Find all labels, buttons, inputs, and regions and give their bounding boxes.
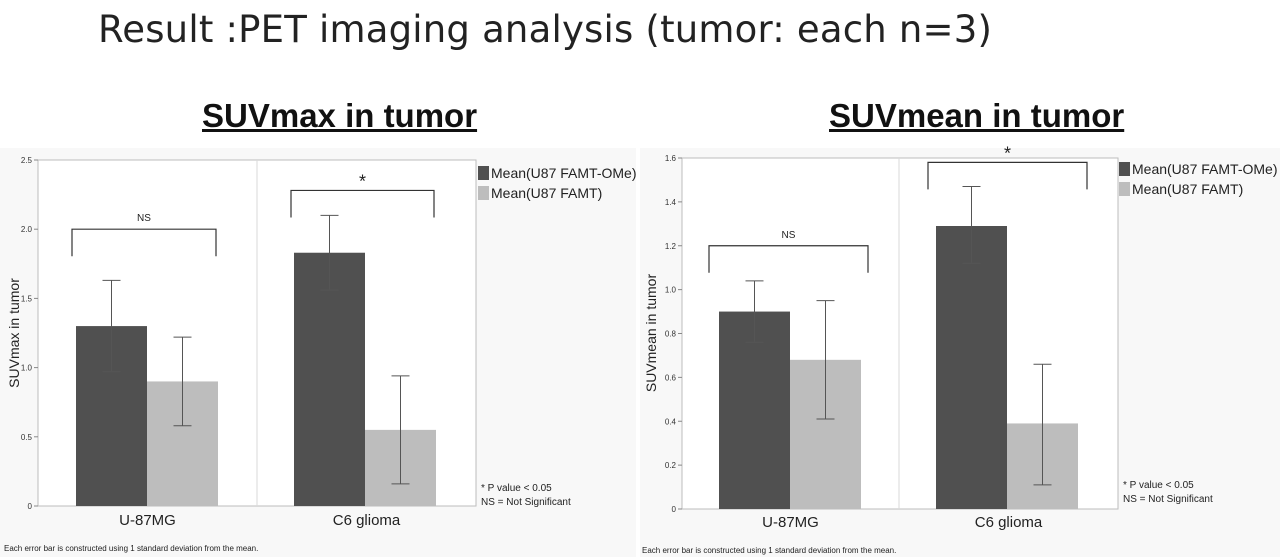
y-tick-label: 0.6 bbox=[665, 373, 677, 382]
bar bbox=[719, 311, 790, 509]
legend-swatch bbox=[478, 166, 489, 180]
significance-bracket bbox=[71, 228, 217, 257]
legend-swatch bbox=[1119, 162, 1130, 176]
y-tick-label: 1.0 bbox=[21, 364, 33, 373]
y-tick-label: 0 bbox=[28, 502, 33, 511]
legend-label: Mean(U87 FAMT-OMe) bbox=[1132, 161, 1277, 177]
y-tick-label: 1.6 bbox=[665, 154, 677, 163]
chart-note: * P value < 0.05 bbox=[481, 483, 552, 494]
y-tick-label: 2.5 bbox=[21, 156, 33, 165]
y-tick-label: 1.0 bbox=[665, 286, 677, 295]
bar bbox=[936, 226, 1007, 509]
y-tick-label: 0.4 bbox=[665, 417, 677, 426]
bar bbox=[294, 252, 365, 506]
significance-label: NS bbox=[137, 213, 151, 224]
legend-label: Mean(U87 FAMT-OMe) bbox=[491, 165, 636, 181]
chart-title-suvmean: SUVmean in tumor bbox=[829, 97, 1125, 134]
significance-bracket bbox=[708, 245, 869, 273]
legend-swatch bbox=[478, 186, 489, 200]
x-category-label: C6 glioma bbox=[333, 512, 401, 529]
slide-title: Result :PET imaging analysis (tumor: eac… bbox=[98, 8, 993, 51]
y-tick-label: 0.8 bbox=[665, 330, 677, 339]
legend-swatch bbox=[1119, 182, 1130, 196]
y-tick-label: 1.2 bbox=[665, 242, 677, 251]
chart-title-suvmax: SUVmax in tumor bbox=[202, 97, 478, 134]
legend-label: Mean(U87 FAMT) bbox=[1132, 181, 1243, 197]
y-tick-label: 0.5 bbox=[21, 433, 33, 442]
y-tick-label: 0.2 bbox=[665, 461, 677, 470]
chart-footnote: Each error bar is constructed using 1 st… bbox=[642, 546, 896, 555]
chart-footnote: Each error bar is constructed using 1 st… bbox=[4, 544, 258, 553]
x-category-label: C6 glioma bbox=[975, 514, 1043, 531]
x-category-label: U-87MG bbox=[762, 514, 819, 531]
significance-label: * bbox=[359, 171, 366, 191]
y-axis-label: SUVmax in tumor bbox=[6, 278, 22, 388]
y-tick-label: 2.0 bbox=[21, 225, 33, 234]
chart-note: * P value < 0.05 bbox=[1123, 480, 1194, 491]
chart-note: NS = Not Significant bbox=[481, 497, 571, 508]
y-tick-label: 1.5 bbox=[21, 294, 33, 303]
significance-bracket bbox=[927, 161, 1088, 190]
significance-label: * bbox=[1004, 143, 1011, 163]
chart-note: NS = Not Significant bbox=[1123, 494, 1213, 505]
y-tick-label: 1.4 bbox=[665, 198, 677, 207]
x-category-label: U-87MG bbox=[119, 512, 176, 529]
y-tick-label: 0 bbox=[672, 505, 677, 514]
significance-bracket bbox=[290, 189, 435, 218]
significance-label: NS bbox=[782, 230, 796, 241]
legend-label: Mean(U87 FAMT) bbox=[491, 185, 602, 201]
y-axis-label: SUVmean in tumor bbox=[643, 274, 659, 393]
